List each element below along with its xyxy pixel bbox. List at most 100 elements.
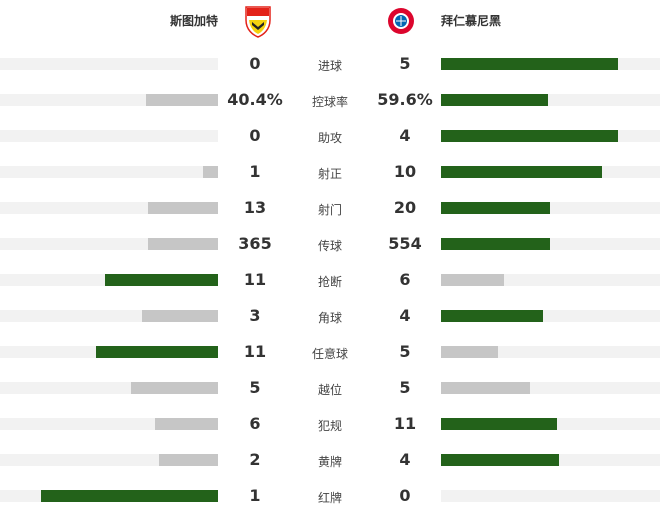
home-bar bbox=[148, 238, 218, 250]
stat-label: 角球 bbox=[317, 311, 342, 325]
away-value: 4 bbox=[399, 126, 411, 145]
home-value: 13 bbox=[243, 198, 267, 217]
stat-label: 越位 bbox=[317, 383, 342, 397]
away-value: 59.6% bbox=[377, 90, 433, 109]
home-bar-track bbox=[0, 202, 218, 214]
stat-row: 0 助攻 4 bbox=[0, 118, 660, 154]
home-bar-track bbox=[0, 274, 218, 286]
home-bar-track bbox=[0, 490, 218, 502]
stat-row: 40.4% 控球率 59.6% bbox=[0, 82, 660, 118]
stat-row: 11 任意球 5 bbox=[0, 334, 660, 370]
away-value: 11 bbox=[393, 414, 417, 433]
home-value: 0 bbox=[249, 54, 261, 73]
away-value: 0 bbox=[399, 486, 411, 505]
away-value: 4 bbox=[399, 450, 411, 469]
stat-row: 1 红牌 0 bbox=[0, 478, 660, 514]
home-value: 2 bbox=[249, 450, 261, 469]
home-bar-track bbox=[0, 94, 218, 106]
home-bar-track bbox=[0, 382, 218, 394]
stat-row: 5 越位 5 bbox=[0, 370, 660, 406]
home-bar-track bbox=[0, 310, 218, 322]
away-bar bbox=[441, 454, 559, 466]
home-value: 11 bbox=[243, 270, 267, 289]
away-bar-track bbox=[441, 238, 660, 250]
away-bar-track bbox=[441, 346, 660, 358]
away-bar-track bbox=[441, 490, 660, 502]
away-bar bbox=[441, 94, 548, 106]
away-bar bbox=[441, 418, 557, 430]
away-bar-track bbox=[441, 58, 660, 70]
fc-bayern-logo bbox=[388, 8, 414, 34]
away-bar-track bbox=[441, 202, 660, 214]
stat-label: 抢断 bbox=[317, 275, 342, 289]
away-bar bbox=[441, 166, 603, 178]
home-team-name[interactable]: 斯图加特 bbox=[170, 14, 219, 28]
away-bar-track bbox=[441, 94, 660, 106]
home-bar bbox=[154, 418, 218, 430]
stat-row: 1 射正 10 bbox=[0, 154, 660, 190]
home-value: 40.4% bbox=[227, 90, 283, 109]
away-bar-track bbox=[441, 382, 660, 394]
away-value: 20 bbox=[393, 198, 417, 217]
away-value: 554 bbox=[388, 234, 422, 253]
away-bar bbox=[441, 238, 550, 250]
home-bar bbox=[95, 346, 218, 358]
away-bar bbox=[441, 310, 544, 322]
away-value: 6 bbox=[399, 270, 411, 289]
home-bar bbox=[104, 274, 218, 286]
stat-row: 3 角球 4 bbox=[0, 298, 660, 334]
stat-label: 进球 bbox=[317, 59, 342, 73]
away-bar bbox=[441, 130, 618, 142]
home-value: 0 bbox=[249, 126, 261, 145]
away-value: 5 bbox=[399, 342, 411, 361]
away-bar-track bbox=[441, 166, 660, 178]
home-value: 1 bbox=[249, 162, 261, 181]
away-bar bbox=[441, 274, 505, 286]
stat-label: 助攻 bbox=[317, 131, 342, 145]
away-bar bbox=[441, 58, 618, 70]
away-team-name[interactable]: 拜仁慕尼黑 bbox=[441, 14, 502, 28]
stat-row: 2 黄牌 4 bbox=[0, 442, 660, 478]
away-value: 4 bbox=[399, 306, 411, 325]
stat-label: 射正 bbox=[317, 167, 342, 181]
stat-row: 11 抢断 6 bbox=[0, 262, 660, 298]
home-bar-track bbox=[0, 58, 218, 70]
home-bar-track bbox=[0, 454, 218, 466]
home-bar bbox=[148, 202, 218, 214]
away-bar-track bbox=[441, 310, 660, 322]
home-value: 5 bbox=[249, 378, 261, 397]
stat-label: 射门 bbox=[317, 203, 342, 217]
home-bar-track bbox=[0, 418, 218, 430]
stat-row: 13 射门 20 bbox=[0, 190, 660, 226]
stat-label: 控球率 bbox=[311, 95, 348, 109]
away-value: 10 bbox=[393, 162, 417, 181]
away-bar-track bbox=[441, 454, 660, 466]
stat-row: 365 传球 554 bbox=[0, 226, 660, 262]
away-bar bbox=[441, 382, 531, 394]
home-value: 6 bbox=[249, 414, 261, 433]
home-bar-track bbox=[0, 130, 218, 142]
home-value: 11 bbox=[243, 342, 267, 361]
stat-label: 传球 bbox=[317, 239, 342, 253]
home-bar-track bbox=[0, 166, 218, 178]
away-bar bbox=[441, 202, 550, 214]
home-bar bbox=[202, 166, 218, 178]
home-value: 3 bbox=[249, 306, 261, 325]
home-bar-track bbox=[0, 346, 218, 358]
stat-label: 任意球 bbox=[311, 347, 348, 361]
stat-row: 0 进球 5 bbox=[0, 46, 660, 82]
away-bar-track bbox=[441, 130, 660, 142]
home-bar bbox=[130, 382, 218, 394]
home-value: 1 bbox=[249, 486, 261, 505]
away-value: 5 bbox=[399, 378, 411, 397]
stat-label: 红牌 bbox=[317, 491, 342, 505]
home-bar bbox=[159, 454, 218, 466]
stat-label: 犯规 bbox=[317, 419, 342, 433]
away-value: 5 bbox=[399, 54, 411, 73]
home-bar-track bbox=[0, 238, 218, 250]
vfb-stuttgart-logo bbox=[245, 6, 271, 38]
home-bar bbox=[146, 94, 218, 106]
stat-row: 6 犯规 11 bbox=[0, 406, 660, 442]
away-bar bbox=[441, 346, 498, 358]
home-value: 365 bbox=[238, 234, 272, 253]
